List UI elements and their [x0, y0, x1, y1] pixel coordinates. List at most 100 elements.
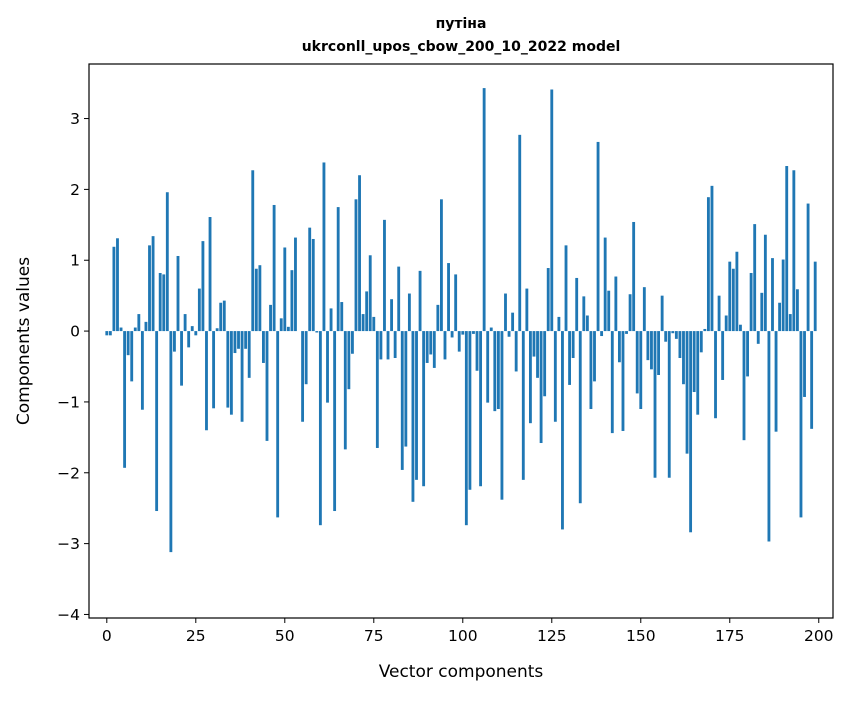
- bar-component-105: [479, 331, 482, 486]
- bar-component-31: [216, 328, 219, 331]
- bar-component-85: [408, 294, 411, 332]
- bar-component-182: [753, 224, 756, 331]
- bar-component-151: [643, 287, 646, 331]
- bar-component-103: [472, 331, 475, 334]
- bar-component-198: [810, 331, 813, 429]
- bar-component-40: [248, 331, 251, 378]
- bar-component-128: [561, 331, 564, 529]
- y-tick-label: −2: [57, 464, 80, 482]
- bar-component-114: [511, 313, 514, 331]
- bar-component-100: [461, 331, 464, 335]
- bar-component-34: [226, 331, 229, 408]
- bar-component-165: [693, 331, 696, 392]
- bar-component-10: [141, 331, 144, 410]
- bar-component-37: [237, 331, 240, 349]
- y-tick-label: −1: [57, 393, 80, 411]
- bar-component-183: [757, 331, 760, 344]
- bar-component-167: [700, 331, 703, 352]
- bar-component-6: [127, 331, 130, 355]
- bar-component-144: [618, 331, 621, 362]
- bar-component-190: [782, 260, 785, 332]
- bar-component-150: [639, 331, 642, 409]
- bar-component-62: [326, 331, 329, 403]
- bar-component-160: [675, 331, 678, 339]
- bar-component-53: [294, 238, 297, 332]
- bar-component-178: [739, 325, 742, 331]
- bar-component-143: [614, 277, 617, 332]
- bar-component-22: [184, 314, 187, 331]
- bar-component-60: [319, 331, 322, 525]
- bar-component-181: [750, 273, 753, 331]
- bar-component-177: [735, 252, 738, 331]
- bar-component-140: [604, 238, 607, 332]
- bar-component-170: [711, 186, 714, 331]
- x-axis-label: Vector components: [379, 662, 544, 682]
- bar-component-174: [725, 316, 728, 332]
- y-tick-label: −3: [57, 535, 80, 553]
- x-tick-label: 200: [804, 627, 834, 645]
- bar-component-179: [743, 331, 746, 440]
- bar-component-194: [796, 289, 799, 331]
- x-tick-label: 75: [364, 627, 384, 645]
- bar-component-127: [557, 317, 560, 331]
- bar-component-7: [130, 331, 133, 381]
- x-tick-label: 50: [275, 627, 295, 645]
- y-axis-label: Components values: [14, 257, 34, 425]
- bar-component-196: [803, 331, 806, 397]
- bar-component-120: [533, 331, 536, 357]
- bar-component-101: [465, 331, 468, 525]
- bar-component-147: [629, 294, 632, 331]
- bar-component-97: [451, 331, 454, 337]
- bar-component-166: [696, 331, 699, 415]
- bar-component-71: [358, 175, 361, 331]
- x-tick-label: 175: [715, 627, 745, 645]
- bar-component-18: [169, 331, 172, 552]
- bar-component-67: [344, 331, 347, 449]
- bar-component-69: [351, 331, 354, 354]
- bar-component-162: [682, 331, 685, 384]
- bar-component-24: [191, 326, 194, 331]
- bar-component-161: [679, 331, 682, 358]
- bar-component-113: [508, 331, 511, 337]
- y-tick-label: 1: [70, 252, 80, 270]
- bar-component-27: [201, 241, 204, 331]
- bar-component-136: [590, 331, 593, 409]
- bar-component-33: [223, 301, 226, 331]
- bar-component-1: [109, 331, 112, 335]
- bar-component-156: [661, 296, 664, 331]
- y-tick-label: 2: [70, 181, 80, 199]
- bar-component-95: [444, 331, 447, 359]
- x-tick-label: 150: [626, 627, 656, 645]
- bar-component-11: [145, 322, 148, 331]
- bar-component-175: [728, 262, 731, 331]
- bar-component-108: [490, 328, 493, 332]
- bar-component-193: [792, 170, 795, 331]
- bar-component-146: [625, 331, 628, 334]
- bar-component-112: [504, 294, 507, 332]
- bar-component-0: [105, 331, 108, 335]
- bar-component-59: [315, 331, 318, 332]
- bar-component-96: [447, 263, 450, 331]
- bar-component-92: [433, 331, 436, 368]
- bar-component-84: [404, 331, 407, 446]
- bar-component-14: [155, 331, 158, 511]
- bar-component-189: [778, 303, 781, 331]
- bar-component-21: [180, 331, 183, 386]
- bar-component-187: [771, 258, 774, 331]
- bar-component-180: [746, 331, 749, 376]
- bar-component-116: [518, 135, 521, 331]
- bar-component-152: [646, 331, 649, 360]
- bar-component-56: [305, 331, 308, 384]
- bar-component-38: [241, 331, 244, 422]
- bar-component-157: [664, 331, 667, 342]
- bar-component-131: [572, 331, 575, 358]
- y-tick-label: −4: [57, 606, 80, 624]
- x-tick-label: 25: [186, 627, 206, 645]
- bar-component-169: [707, 197, 710, 331]
- chart-title-line-2: ukrconll_upos_cbow_200_10_2022 model: [302, 39, 621, 55]
- bar-component-77: [379, 331, 382, 359]
- bar-component-94: [440, 199, 443, 331]
- bar-component-83: [401, 331, 404, 470]
- bar-component-39: [244, 331, 247, 349]
